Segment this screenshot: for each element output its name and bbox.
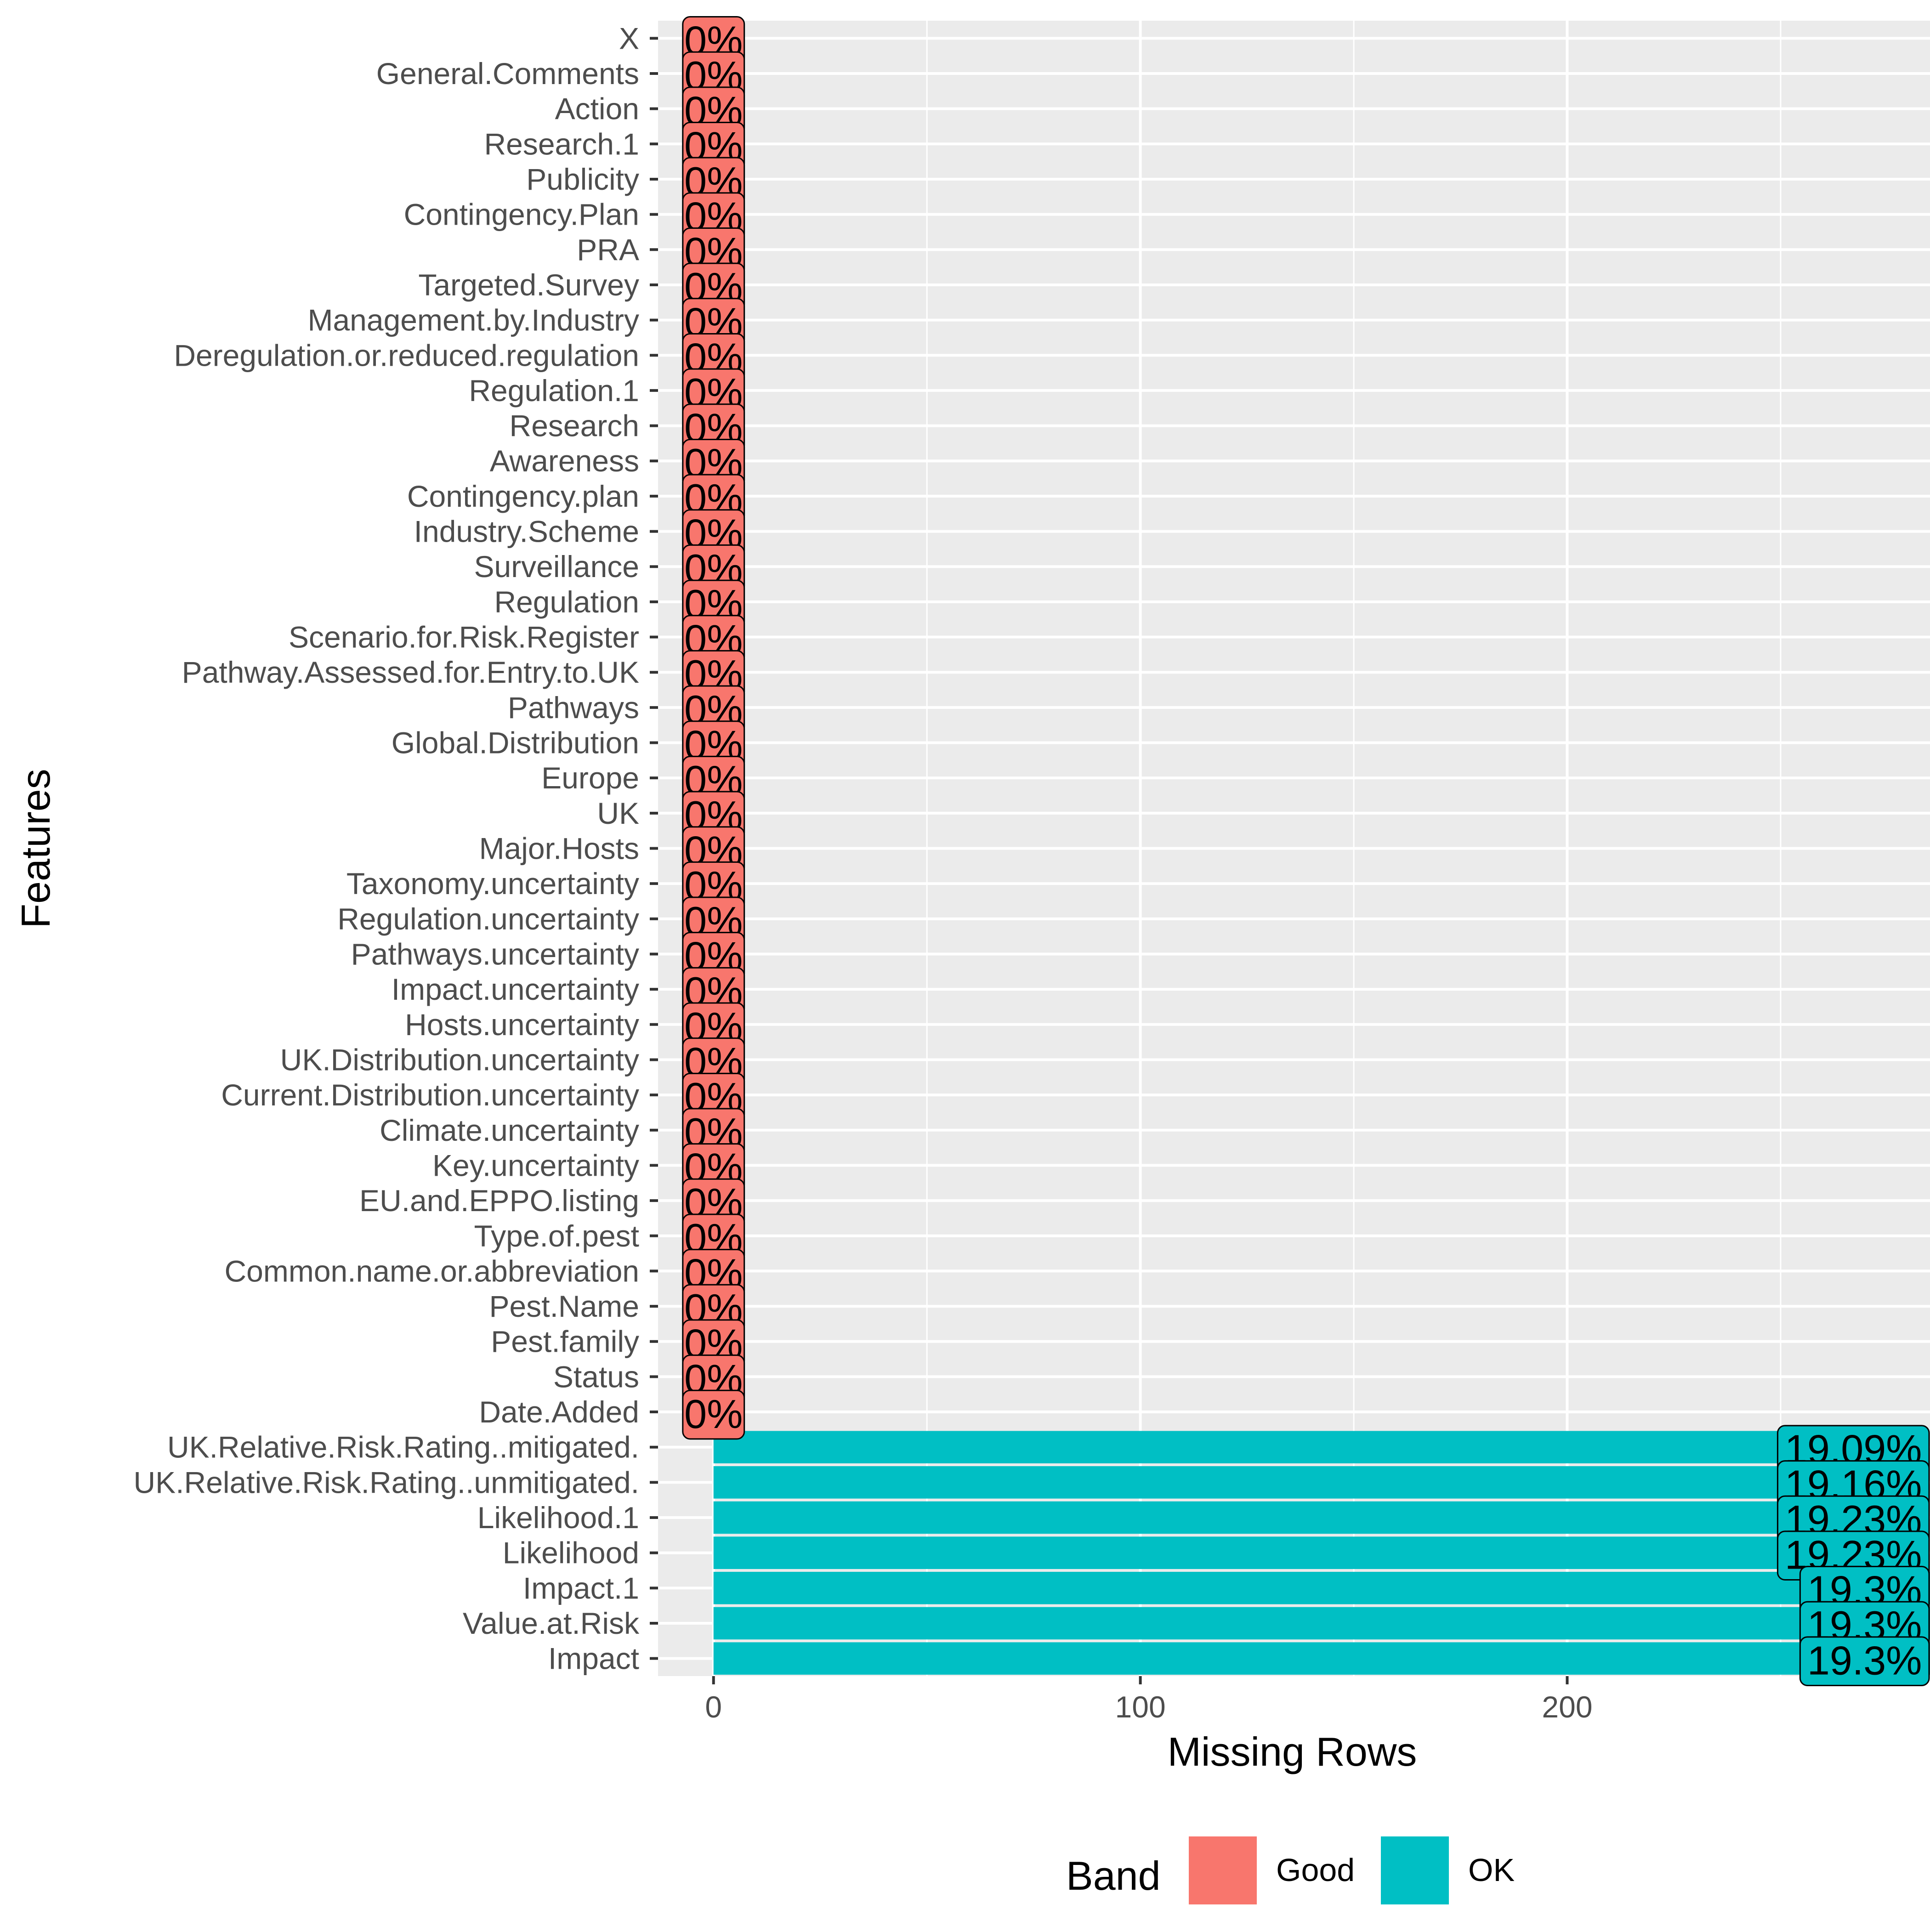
bar <box>713 1572 1930 1604</box>
y-axis-title: Features <box>13 769 58 928</box>
y-tick-label: Management.by.Industry <box>308 303 640 337</box>
y-tick-label: Climate.uncertainty <box>380 1113 639 1147</box>
y-tick-label: UK.Relative.Risk.Rating..unmitigated. <box>134 1465 639 1499</box>
y-axis: XGeneral.CommentsActionResearch.1Publici… <box>134 21 658 1676</box>
y-tick-label: Awareness <box>490 444 639 478</box>
data-label-box <box>682 1389 745 1440</box>
x-tick-label: 0 <box>705 1690 722 1724</box>
y-tick-label: Type.of.pest <box>474 1219 639 1253</box>
bar <box>713 1607 1930 1640</box>
y-tick-label: UK <box>597 796 639 830</box>
legend-label: OK <box>1468 1852 1515 1888</box>
y-tick-label: Contingency.Plan <box>404 198 639 232</box>
y-tick-label: Regulation.1 <box>469 374 639 408</box>
y-tick-label: Global.Distribution <box>392 726 639 760</box>
y-tick-label: General.Comments <box>376 57 639 91</box>
bar <box>713 1431 1918 1463</box>
y-tick-label: X <box>619 21 639 55</box>
y-tick-label: Impact.1 <box>523 1571 639 1605</box>
y-tick-label: Regulation.uncertainty <box>337 902 639 936</box>
y-tick-label: Date.Added <box>479 1395 639 1429</box>
data-labels: 0%0%0%0%0%0%0%0%0%0%0%0%0%0%0%0%0%0%0%0%… <box>682 16 1930 1686</box>
grid-lines <box>658 21 1930 1676</box>
legend-item: Good <box>1189 1836 1355 1904</box>
legend-key <box>1381 1836 1449 1904</box>
legend-item: OK <box>1381 1836 1515 1904</box>
legend-label: Good <box>1276 1852 1355 1888</box>
bars <box>713 1431 1930 1675</box>
y-tick-label: Europe <box>541 761 639 795</box>
x-axis-title: Missing Rows <box>1168 1729 1417 1774</box>
y-tick-label: Pathways <box>508 691 639 725</box>
bar <box>713 1536 1926 1569</box>
y-tick-label: Current.Distribution.uncertainty <box>221 1078 639 1112</box>
x-tick-label: 200 <box>1542 1690 1592 1724</box>
y-tick-label: Pathways.uncertainty <box>351 937 639 971</box>
y-tick-label: Pathway.Assessed.for.Entry.to.UK <box>182 655 639 689</box>
y-tick-label: Research.1 <box>484 127 639 161</box>
y-tick-label: Scenario.for.Risk.Register <box>289 620 639 654</box>
y-tick-label: Hosts.uncertainty <box>405 1008 639 1042</box>
bar <box>713 1642 1930 1675</box>
legend-title: Band <box>1066 1853 1161 1898</box>
y-tick-label: Pest.Name <box>489 1289 639 1323</box>
y-tick-label: Contingency.plan <box>407 479 639 513</box>
y-tick-label: Research <box>510 409 639 443</box>
y-tick-label: EU.and.EPPO.listing <box>359 1184 639 1218</box>
y-tick-label: Impact.uncertainty <box>392 972 639 1006</box>
y-tick-label: Common.name.or.abbreviation <box>225 1254 639 1288</box>
y-tick-label: Industry.Scheme <box>414 515 639 549</box>
y-tick-label: Status <box>553 1360 639 1394</box>
x-axis: 0 100 200 <box>705 1676 1593 1724</box>
y-tick-label: Major.Hosts <box>479 832 639 866</box>
y-tick-label: PRA <box>577 232 639 266</box>
y-tick-label: Value.at.Risk <box>463 1606 640 1640</box>
y-tick-label: Impact <box>548 1642 639 1676</box>
data-label-box <box>1799 1636 1930 1686</box>
legend-key <box>1189 1836 1257 1904</box>
data-label-text: 19.3% <box>1807 1638 1922 1683</box>
y-tick-label: Surveillance <box>474 550 639 584</box>
bar <box>713 1501 1926 1534</box>
y-tick-label: Targeted.Survey <box>418 268 639 302</box>
y-tick-label: UK.Relative.Risk.Rating..mitigated. <box>167 1430 639 1464</box>
y-tick-label: UK.Distribution.uncertainty <box>280 1042 639 1076</box>
bar <box>713 1466 1922 1499</box>
data-label: 19.3% <box>1799 1636 1930 1686</box>
y-tick-label: Deregulation.or.reduced.regulation <box>174 338 639 372</box>
y-tick-label: Taxonomy.uncertainty <box>346 867 639 901</box>
y-tick-label: Action <box>555 92 639 126</box>
x-tick-label: 100 <box>1115 1690 1166 1724</box>
data-label-text: 0% <box>684 1391 743 1437</box>
y-tick-label: Key.uncertainty <box>432 1148 639 1182</box>
legend: Band Good OK <box>1066 1836 1515 1904</box>
y-tick-label: Likelihood <box>503 1536 639 1570</box>
y-tick-label: Publicity <box>526 162 639 196</box>
y-tick-label: Regulation <box>494 585 639 619</box>
data-label: 0% <box>682 1389 745 1440</box>
y-tick-label: Pest.family <box>491 1325 639 1359</box>
y-tick-label: Likelihood.1 <box>477 1501 639 1535</box>
